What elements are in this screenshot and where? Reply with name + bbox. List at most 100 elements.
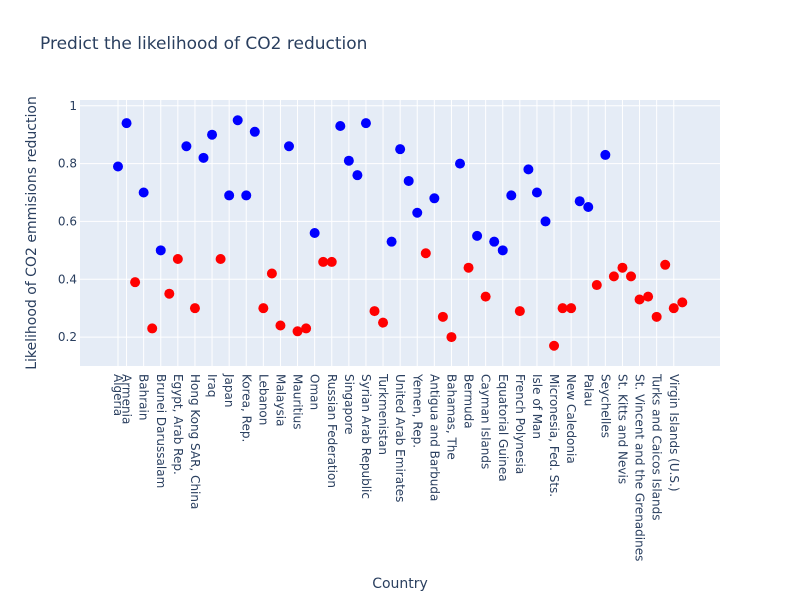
data-point bbox=[138, 187, 149, 198]
y-axis-title: Likelihood of CO2 emmisions reduction bbox=[24, 96, 40, 370]
data-point bbox=[523, 164, 534, 175]
data-point bbox=[301, 323, 312, 334]
data-point bbox=[309, 228, 320, 238]
data-point bbox=[258, 303, 269, 314]
y-tick-label: 0.4 bbox=[58, 272, 77, 286]
data-point bbox=[241, 190, 252, 201]
x-tick-label: Isle of Man bbox=[530, 374, 544, 439]
data-point bbox=[549, 340, 560, 351]
data-point bbox=[446, 332, 457, 343]
x-tick-label: Equatorial Guinea bbox=[496, 374, 510, 482]
data-point bbox=[378, 317, 389, 328]
x-tick-label: Iraq bbox=[205, 374, 219, 397]
data-point bbox=[514, 306, 525, 317]
data-point bbox=[429, 193, 440, 204]
y-tick-label: 0.8 bbox=[58, 157, 77, 171]
data-point bbox=[668, 303, 679, 314]
data-point bbox=[634, 294, 645, 305]
y-tick-label: 0.2 bbox=[58, 330, 77, 344]
data-point bbox=[326, 256, 337, 267]
x-tick-label: French Polynesia bbox=[513, 374, 527, 474]
y-tick-label: 0.6 bbox=[58, 214, 77, 228]
data-point bbox=[600, 149, 611, 160]
x-tick-label: Algeria bbox=[111, 374, 125, 416]
x-tick-label: United Arab Emirates bbox=[393, 374, 407, 502]
data-point bbox=[130, 277, 141, 288]
x-tick-label: Seychelles bbox=[598, 374, 612, 438]
data-point bbox=[318, 256, 329, 267]
x-tick-label: Virgin Islands (U.S.) bbox=[667, 374, 681, 492]
data-point bbox=[420, 248, 431, 259]
x-tick-label: Palau bbox=[581, 374, 595, 406]
x-tick-label: Egypt, Arab Rep. bbox=[171, 374, 185, 475]
data-point bbox=[574, 196, 585, 207]
data-point bbox=[121, 118, 132, 129]
data-point bbox=[608, 271, 619, 282]
x-tick-label: Bahrain bbox=[137, 374, 151, 420]
x-tick-label: Lebanon bbox=[256, 374, 270, 425]
data-point bbox=[284, 141, 294, 152]
y-axis-ticks: 0.2 0.4 0.6 0.8 1 bbox=[58, 99, 77, 344]
data-point bbox=[224, 190, 235, 201]
x-tick-label: New Caledonia bbox=[564, 374, 578, 464]
chart-title: Predict the likelihood of CO2 reduction bbox=[40, 34, 368, 54]
data-point bbox=[566, 303, 577, 314]
data-point bbox=[360, 118, 371, 129]
x-tick-label: Bahamas, The bbox=[444, 374, 458, 460]
data-points bbox=[113, 115, 688, 351]
data-point bbox=[207, 129, 218, 140]
data-point bbox=[249, 126, 260, 137]
data-point bbox=[335, 121, 346, 132]
data-point bbox=[172, 254, 183, 265]
data-point bbox=[343, 155, 354, 166]
data-point bbox=[395, 144, 406, 155]
gridlines bbox=[80, 100, 720, 366]
data-point bbox=[463, 262, 474, 273]
data-point bbox=[489, 236, 500, 247]
data-point bbox=[583, 201, 594, 212]
data-point bbox=[403, 175, 414, 186]
data-point bbox=[275, 320, 286, 331]
x-tick-label: Cayman Islands bbox=[479, 374, 493, 469]
data-point bbox=[147, 323, 158, 334]
data-point bbox=[198, 152, 209, 163]
x-tick-label: Korea, Rep. bbox=[239, 374, 253, 442]
data-point bbox=[480, 291, 491, 302]
x-tick-label: Russian Federation bbox=[325, 374, 339, 488]
data-point bbox=[352, 170, 363, 181]
data-point bbox=[292, 326, 303, 337]
data-point bbox=[617, 262, 628, 273]
data-point bbox=[181, 141, 192, 152]
data-point bbox=[540, 216, 551, 227]
data-point bbox=[437, 311, 448, 322]
x-tick-label: Turkmenistan bbox=[376, 373, 390, 455]
x-tick-label: Yemen, Rep. bbox=[410, 373, 424, 448]
y-tick-label: 1 bbox=[69, 99, 77, 113]
x-tick-label: Hong Kong SAR, China bbox=[188, 374, 202, 509]
x-tick-label: Bermuda bbox=[462, 374, 476, 429]
data-point bbox=[472, 230, 483, 241]
x-tick-label: Armenia bbox=[120, 374, 134, 424]
data-point bbox=[155, 245, 166, 256]
data-point bbox=[677, 297, 688, 308]
x-axis-title: Country bbox=[372, 576, 428, 592]
data-point bbox=[660, 259, 671, 270]
x-tick-label: Singapore bbox=[342, 374, 356, 435]
data-point bbox=[189, 303, 200, 314]
data-point bbox=[369, 306, 380, 317]
data-point bbox=[412, 207, 423, 218]
data-point bbox=[506, 190, 517, 201]
x-tick-label: Japan bbox=[222, 373, 236, 407]
data-point bbox=[626, 271, 636, 282]
data-point bbox=[386, 236, 397, 247]
data-point bbox=[531, 187, 542, 198]
data-point bbox=[651, 311, 662, 322]
data-point bbox=[266, 268, 277, 279]
data-point bbox=[455, 158, 465, 169]
x-tick-label: Brunei Darussalam bbox=[154, 374, 168, 488]
x-tick-label: Micronesia, Fed. Sts. bbox=[547, 374, 561, 497]
data-point bbox=[497, 245, 508, 256]
data-point bbox=[215, 254, 226, 265]
